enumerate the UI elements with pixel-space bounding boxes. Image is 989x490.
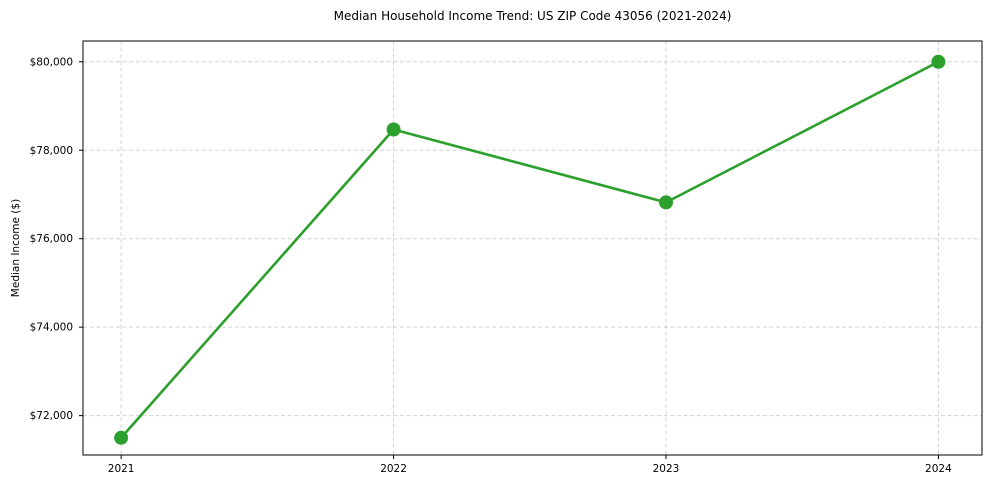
plot-border (82, 40, 983, 456)
data-point-marker (114, 430, 129, 445)
y-tick-label: $76,000 (30, 233, 73, 245)
y-tick-label: $80,000 (30, 56, 73, 68)
chart-title: Median Household Income Trend: US ZIP Co… (333, 9, 732, 23)
y-tick-label: $72,000 (30, 410, 73, 422)
data-point-marker (931, 54, 946, 69)
income-trend-line (119, 60, 940, 440)
x-tick-label: 2024 (925, 463, 952, 475)
x-tick-label: 2021 (108, 463, 135, 475)
data-point-marker (386, 122, 401, 137)
data-point-marker (659, 195, 673, 210)
x-tick-label: 2023 (653, 463, 680, 475)
x-tick-label: 2022 (380, 463, 407, 475)
y-tick-label: $74,000 (30, 322, 73, 334)
y-tick-label: $78,000 (30, 145, 73, 157)
